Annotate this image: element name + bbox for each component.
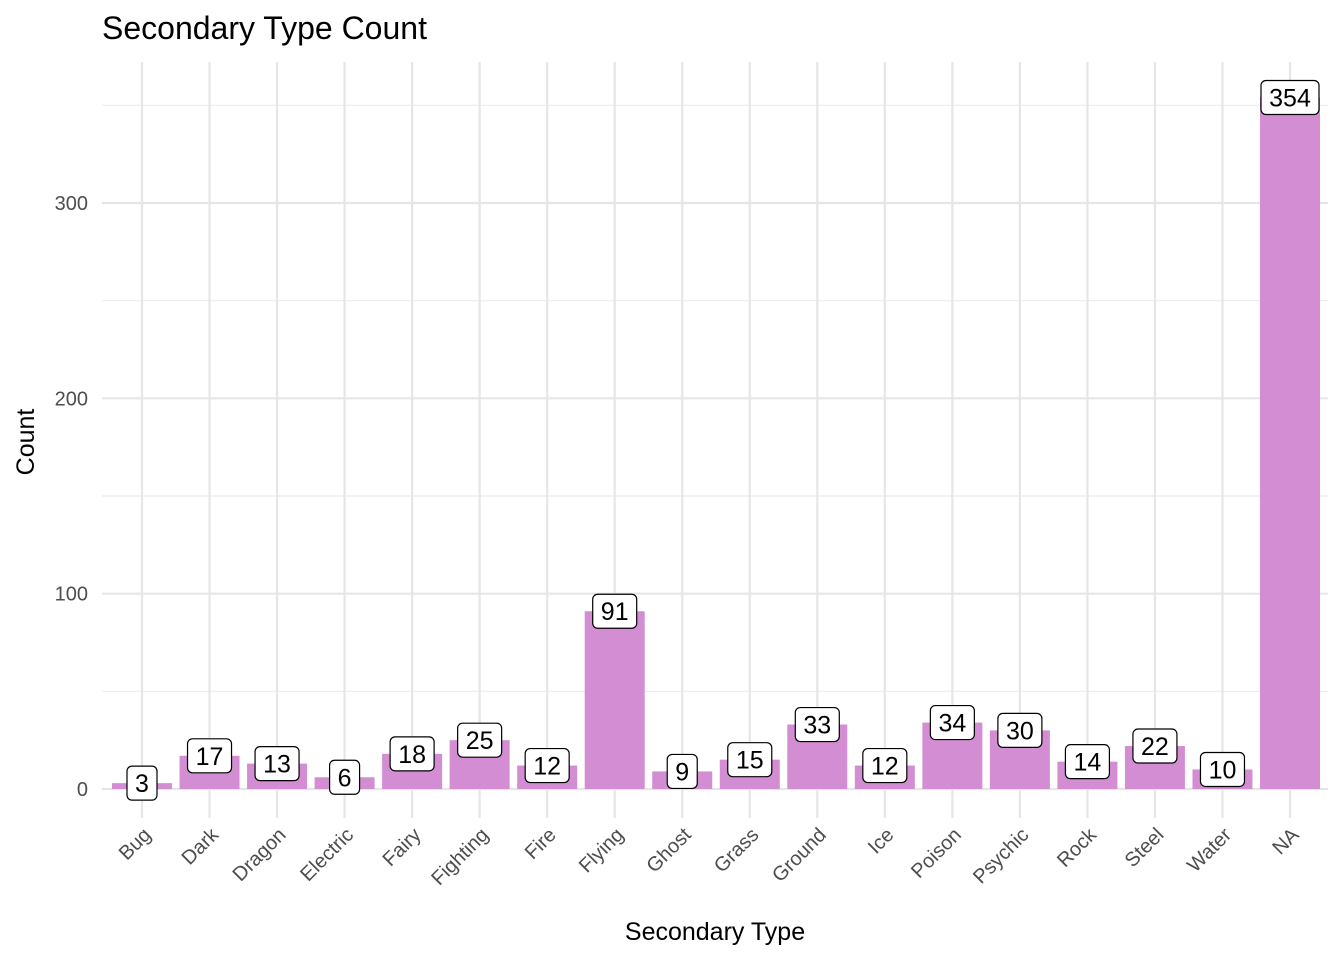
data-label-text: 13 (263, 751, 291, 779)
x-tick-label: Poison (907, 824, 966, 883)
data-label-box (186, 738, 233, 774)
data-label: 15 (727, 742, 773, 778)
x-tick-label: Dragon (229, 824, 291, 886)
x-tick-label: Dark (178, 823, 224, 869)
bar (1260, 97, 1320, 789)
data-label-box (1199, 751, 1246, 788)
bar-labels: 3 17 13 6 18 25 12 91 9 15 33 12 34 30 14 22 10 354 (126, 79, 1320, 801)
y-tick-label: 200 (55, 388, 88, 410)
x-tick-label: Fairy (379, 824, 426, 871)
data-label: 34 (929, 704, 975, 741)
data-label-text: 30 (1006, 717, 1034, 745)
y-tick-label: 300 (55, 193, 88, 215)
data-label: 6 (328, 759, 361, 795)
data-label: 33 (794, 706, 840, 743)
data-label-box (592, 593, 638, 629)
data-label-box (1064, 744, 1111, 780)
data-label-text: 12 (533, 753, 561, 781)
data-label-box (666, 753, 698, 790)
data-label: 12 (524, 747, 570, 784)
data-label-box (997, 712, 1043, 749)
x-tick-label: Rock (1053, 823, 1101, 871)
data-label-text: 10 (1209, 756, 1237, 784)
x-tick-label: Fire (521, 824, 561, 864)
data-label-box (1132, 728, 1178, 764)
data-label-box (862, 747, 908, 784)
data-label: 30 (997, 712, 1043, 749)
y-tick-label: 0 (77, 779, 88, 801)
data-label-box (524, 747, 570, 784)
data-label: 22 (1132, 728, 1178, 764)
data-label: 10 (1199, 751, 1246, 788)
data-label-box (328, 759, 361, 795)
data-label-text: 14 (1074, 749, 1102, 777)
data-label-box (1260, 79, 1320, 116)
data-label-box (727, 742, 773, 778)
data-label: 25 (457, 722, 503, 758)
grid-lines (102, 62, 1328, 818)
data-label: 13 (254, 746, 300, 782)
data-label: 14 (1064, 744, 1111, 780)
data-label: 17 (186, 738, 233, 774)
data-label-box (254, 746, 300, 782)
x-tick-label: Ground (768, 824, 831, 887)
x-tick-label: Fighting (427, 824, 493, 890)
y-tick-label: 100 (55, 584, 88, 606)
y-axis-ticks: 0 100 200 300 (55, 193, 88, 801)
x-tick-label: Water (1183, 824, 1236, 877)
data-label-text: 33 (803, 712, 831, 740)
x-tick-label: Ghost (642, 824, 696, 878)
x-tick-label: Flying (575, 824, 628, 877)
data-label-text: 25 (466, 727, 494, 755)
data-label-text: 22 (1141, 733, 1169, 761)
data-label-text: 3 (135, 770, 149, 798)
bars (112, 97, 1320, 789)
x-axis-ticks: Bug Dark Dragon Electric Fairy Fighting Fire Fl… (115, 823, 1304, 890)
data-label-text: 9 (675, 758, 689, 786)
x-tick-label: Ice (864, 824, 898, 858)
x-tick-label: Grass (710, 824, 763, 877)
x-tick-label: Bug (115, 824, 156, 865)
data-label-text: 354 (1269, 85, 1311, 113)
data-label-text: 12 (871, 753, 899, 781)
data-label: 354 (1260, 79, 1320, 116)
bar (584, 611, 645, 789)
data-label-text: 15 (736, 747, 764, 775)
data-label-box (457, 722, 503, 758)
data-label: 9 (666, 753, 698, 790)
data-label-box (794, 706, 840, 743)
y-axis-title: Count (12, 409, 40, 476)
x-tick-label: Steel (1121, 824, 1169, 872)
x-tick-label: Electric (296, 824, 358, 886)
x-tick-label: Psychic (969, 824, 1033, 888)
data-label-text: 17 (196, 743, 224, 771)
data-label: 12 (862, 747, 908, 784)
x-tick-label: NA (1268, 824, 1304, 860)
chart-title: Secondary Type Count (102, 10, 427, 46)
data-label-text: 91 (601, 598, 629, 626)
data-label: 91 (592, 593, 638, 629)
data-label-text: 18 (398, 741, 426, 769)
data-label: 3 (126, 765, 158, 801)
data-label-box (126, 765, 158, 801)
data-label: 18 (389, 736, 435, 772)
data-label-box (929, 704, 975, 741)
data-label-text: 6 (338, 764, 352, 792)
x-axis-title: Secondary Type (625, 918, 805, 946)
data-label-box (389, 736, 435, 772)
data-label-text: 34 (938, 710, 966, 738)
